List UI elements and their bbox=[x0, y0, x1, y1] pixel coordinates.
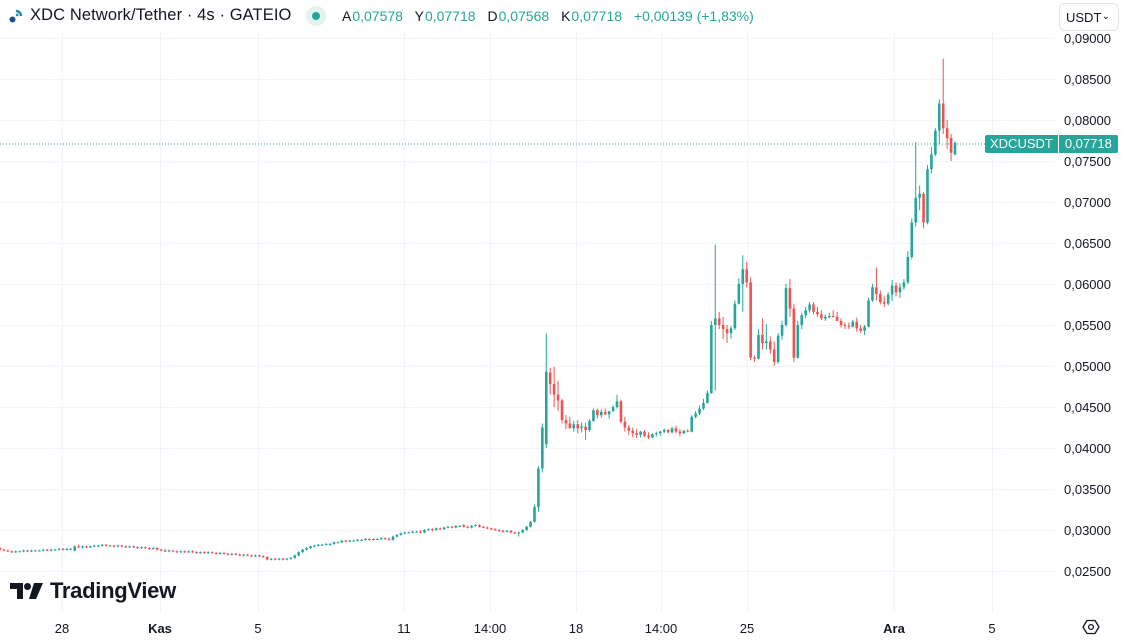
price-tick-label: 0,07000 bbox=[1064, 195, 1111, 210]
symbol-logo-icon bbox=[9, 9, 23, 23]
symbol-title[interactable]: XDC Network/Tether · 4s · GATEIO bbox=[30, 6, 292, 24]
tradingview-logo[interactable]: TradingView bbox=[10, 578, 176, 604]
change-value: +0,00139 (+1,83%) bbox=[633, 8, 754, 24]
last-price-badge: XDCUSDT 0,07718 bbox=[985, 135, 1118, 153]
price-tick-label: 0,04000 bbox=[1064, 441, 1111, 456]
time-tick-label: 28 bbox=[55, 621, 69, 636]
time-tick-label: 11 bbox=[397, 621, 411, 636]
price-tick-label: 0,02500 bbox=[1064, 564, 1111, 579]
open-label: A bbox=[342, 8, 352, 24]
time-tick-label: 14:00 bbox=[474, 621, 507, 636]
time-tick-label: 25 bbox=[740, 621, 754, 636]
hexagon-gear-icon[interactable] bbox=[1082, 618, 1100, 636]
price-tick-label: 0,05000 bbox=[1064, 359, 1111, 374]
chevron-down-icon: ⌄ bbox=[1101, 11, 1110, 22]
price-tick-label: 0,06000 bbox=[1064, 277, 1111, 292]
open-value: 0,07578 bbox=[352, 8, 403, 24]
currency-label: USDT bbox=[1066, 9, 1102, 25]
close-value: 0,07718 bbox=[571, 8, 623, 24]
tradingview-wordmark: TradingView bbox=[50, 578, 176, 603]
price-axis[interactable]: 0,09000 0,08500 0,08000 0,07500 0,07000 0,065… bbox=[1064, 31, 1111, 579]
price-tick-label: 0,06500 bbox=[1064, 236, 1111, 251]
price-tick-label: 0,07500 bbox=[1064, 154, 1111, 169]
high-label: Y bbox=[414, 8, 424, 24]
currency-selector[interactable]: USDT ⌄ bbox=[1059, 3, 1119, 31]
tradingview-mark-icon bbox=[10, 583, 43, 599]
chart-grid bbox=[0, 32, 1055, 612]
candles bbox=[0, 58, 957, 561]
badge-price: 0,07718 bbox=[1058, 135, 1118, 153]
low-value: 0,07568 bbox=[498, 8, 550, 24]
time-tick-label: 14:00 bbox=[645, 621, 678, 636]
time-tick-label: 5 bbox=[254, 621, 261, 636]
time-tick-label: Kas bbox=[148, 621, 172, 636]
high-value: 0,07718 bbox=[424, 8, 476, 24]
price-tick-label: 0,03000 bbox=[1064, 523, 1111, 538]
price-tick-label: 0,03500 bbox=[1064, 482, 1111, 497]
price-tick-label: 0,09000 bbox=[1064, 31, 1111, 46]
price-tick-label: 0,05500 bbox=[1064, 318, 1111, 333]
market-status-icon[interactable] bbox=[306, 6, 326, 26]
chart-header: XDC Network/Tether · 4s · GATEIO A0,0757… bbox=[0, 0, 1050, 32]
time-tick-label: Ara bbox=[883, 621, 905, 636]
time-tick-label: 5 bbox=[988, 621, 995, 636]
badge-symbol: XDCUSDT bbox=[985, 135, 1058, 153]
low-label: D bbox=[487, 8, 498, 24]
close-label: K bbox=[561, 8, 571, 24]
ohlc-values: A0,07578 Y0,07718 D0,07568 K0,07718 +0,0… bbox=[342, 8, 754, 24]
price-tick-label: 0,08500 bbox=[1064, 72, 1111, 87]
price-tick-label: 0,08000 bbox=[1064, 113, 1111, 128]
price-tick-label: 0,04500 bbox=[1064, 400, 1111, 415]
time-axis[interactable]: 28 Kas 5 11 14:00 18 14:00 25 Ara 5 bbox=[55, 621, 996, 636]
time-tick-label: 18 bbox=[569, 621, 583, 636]
